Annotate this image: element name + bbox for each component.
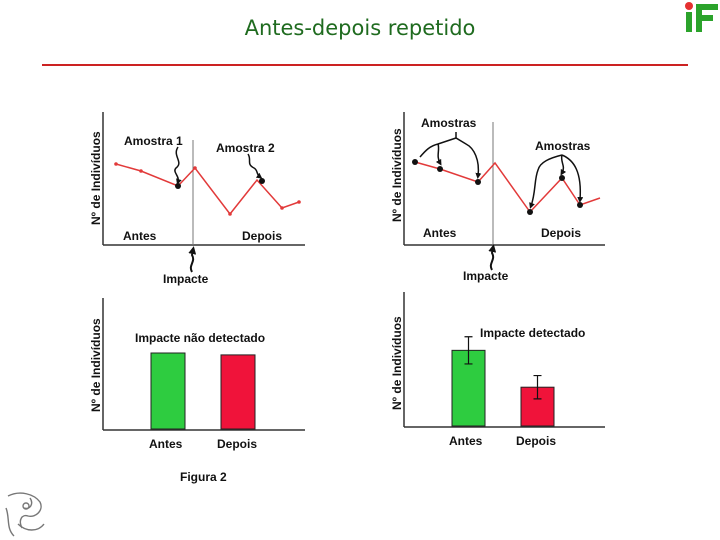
- tl-impact-label: Impacte: [163, 272, 209, 286]
- tl-sample-1-arrow: [174, 146, 182, 185]
- tr-impact-arrow: [488, 244, 497, 271]
- tl-sample-2-arrow: [247, 153, 263, 179]
- logo-i: [686, 12, 692, 32]
- panel-top-right: Amostras Amostras Antes Depois Impacte N…: [390, 112, 605, 283]
- tl-point: [280, 206, 284, 210]
- tl-sample-1-point: [175, 183, 181, 189]
- institution-logo: [685, 2, 718, 32]
- panel-bottom-left: Impacte não detectado Antes Depois Nº de…: [89, 298, 305, 451]
- logo-f-top: [696, 4, 718, 10]
- panel-bottom-right: Impacte detectado Antes Depois Nº de Ind…: [390, 292, 605, 448]
- tl-sample-2-point: [259, 178, 265, 184]
- logo-dot: [685, 2, 693, 10]
- tl-point: [139, 169, 143, 173]
- tl-before-label: Antes: [123, 229, 157, 243]
- br-heading: Impacte detectado: [480, 326, 585, 340]
- bl-y-label: Nº de Indivíduos: [89, 318, 103, 412]
- tr-sample-point: [437, 166, 443, 172]
- br-error-bar-antes: [464, 336, 473, 365]
- tr-sample-point: [527, 209, 533, 215]
- tl-sample-1-label: Amostra 1: [124, 134, 183, 148]
- tl-after-label: Depois: [242, 229, 282, 243]
- tr-impact-label: Impacte: [463, 269, 509, 283]
- panel-top-left: Amostra 1 Amostra 2 Antes Depois Impacte…: [89, 112, 305, 286]
- tr-samples-right-label: Amostras: [535, 139, 591, 153]
- bl-before-label: Antes: [149, 437, 183, 451]
- tr-sample-point: [559, 175, 565, 181]
- tr-y-label: Nº de Indivíduos: [390, 128, 404, 222]
- tl-point: [297, 200, 301, 204]
- tl-impact-arrow: [188, 246, 197, 273]
- tr-sample-point: [475, 179, 481, 185]
- tr-before-label: Antes: [423, 226, 457, 240]
- tl-point: [193, 166, 197, 170]
- bl-bars: [150, 352, 256, 430]
- bl-bar-antes: [150, 352, 186, 430]
- bl-bar-depois: [220, 354, 256, 430]
- tl-point: [114, 162, 118, 166]
- tr-sample-point: [577, 202, 583, 208]
- title-divider: [42, 64, 688, 66]
- tr-after-label: Depois: [541, 226, 581, 240]
- tl-series-line: [115, 163, 300, 216]
- tr-samples-right-brace: [529, 154, 584, 209]
- tl-sample-2-label: Amostra 2: [216, 141, 275, 155]
- br-after-label: Depois: [516, 434, 556, 448]
- br-before-label: Antes: [449, 434, 483, 448]
- tr-samples-left-label: Amostras: [421, 116, 477, 130]
- br-error-bar-depois: [533, 374, 542, 400]
- logo-f-mid: [696, 15, 713, 21]
- bl-heading: Impacte não detectado: [135, 331, 265, 345]
- page-title: Antes-depois repetido: [244, 16, 476, 40]
- corner-emblem-icon: [5, 492, 45, 537]
- tr-sample-point: [412, 159, 418, 165]
- tr-samples-left-brace: [419, 132, 482, 179]
- tl-y-label: Nº de Indivíduos: [89, 131, 103, 225]
- br-bars: [451, 336, 555, 427]
- bl-after-label: Depois: [217, 437, 257, 451]
- br-y-label: Nº de Indivíduos: [390, 316, 404, 410]
- figure-caption: Figura 2: [180, 470, 227, 484]
- tr-series-line: [414, 161, 601, 214]
- tl-point: [228, 212, 232, 216]
